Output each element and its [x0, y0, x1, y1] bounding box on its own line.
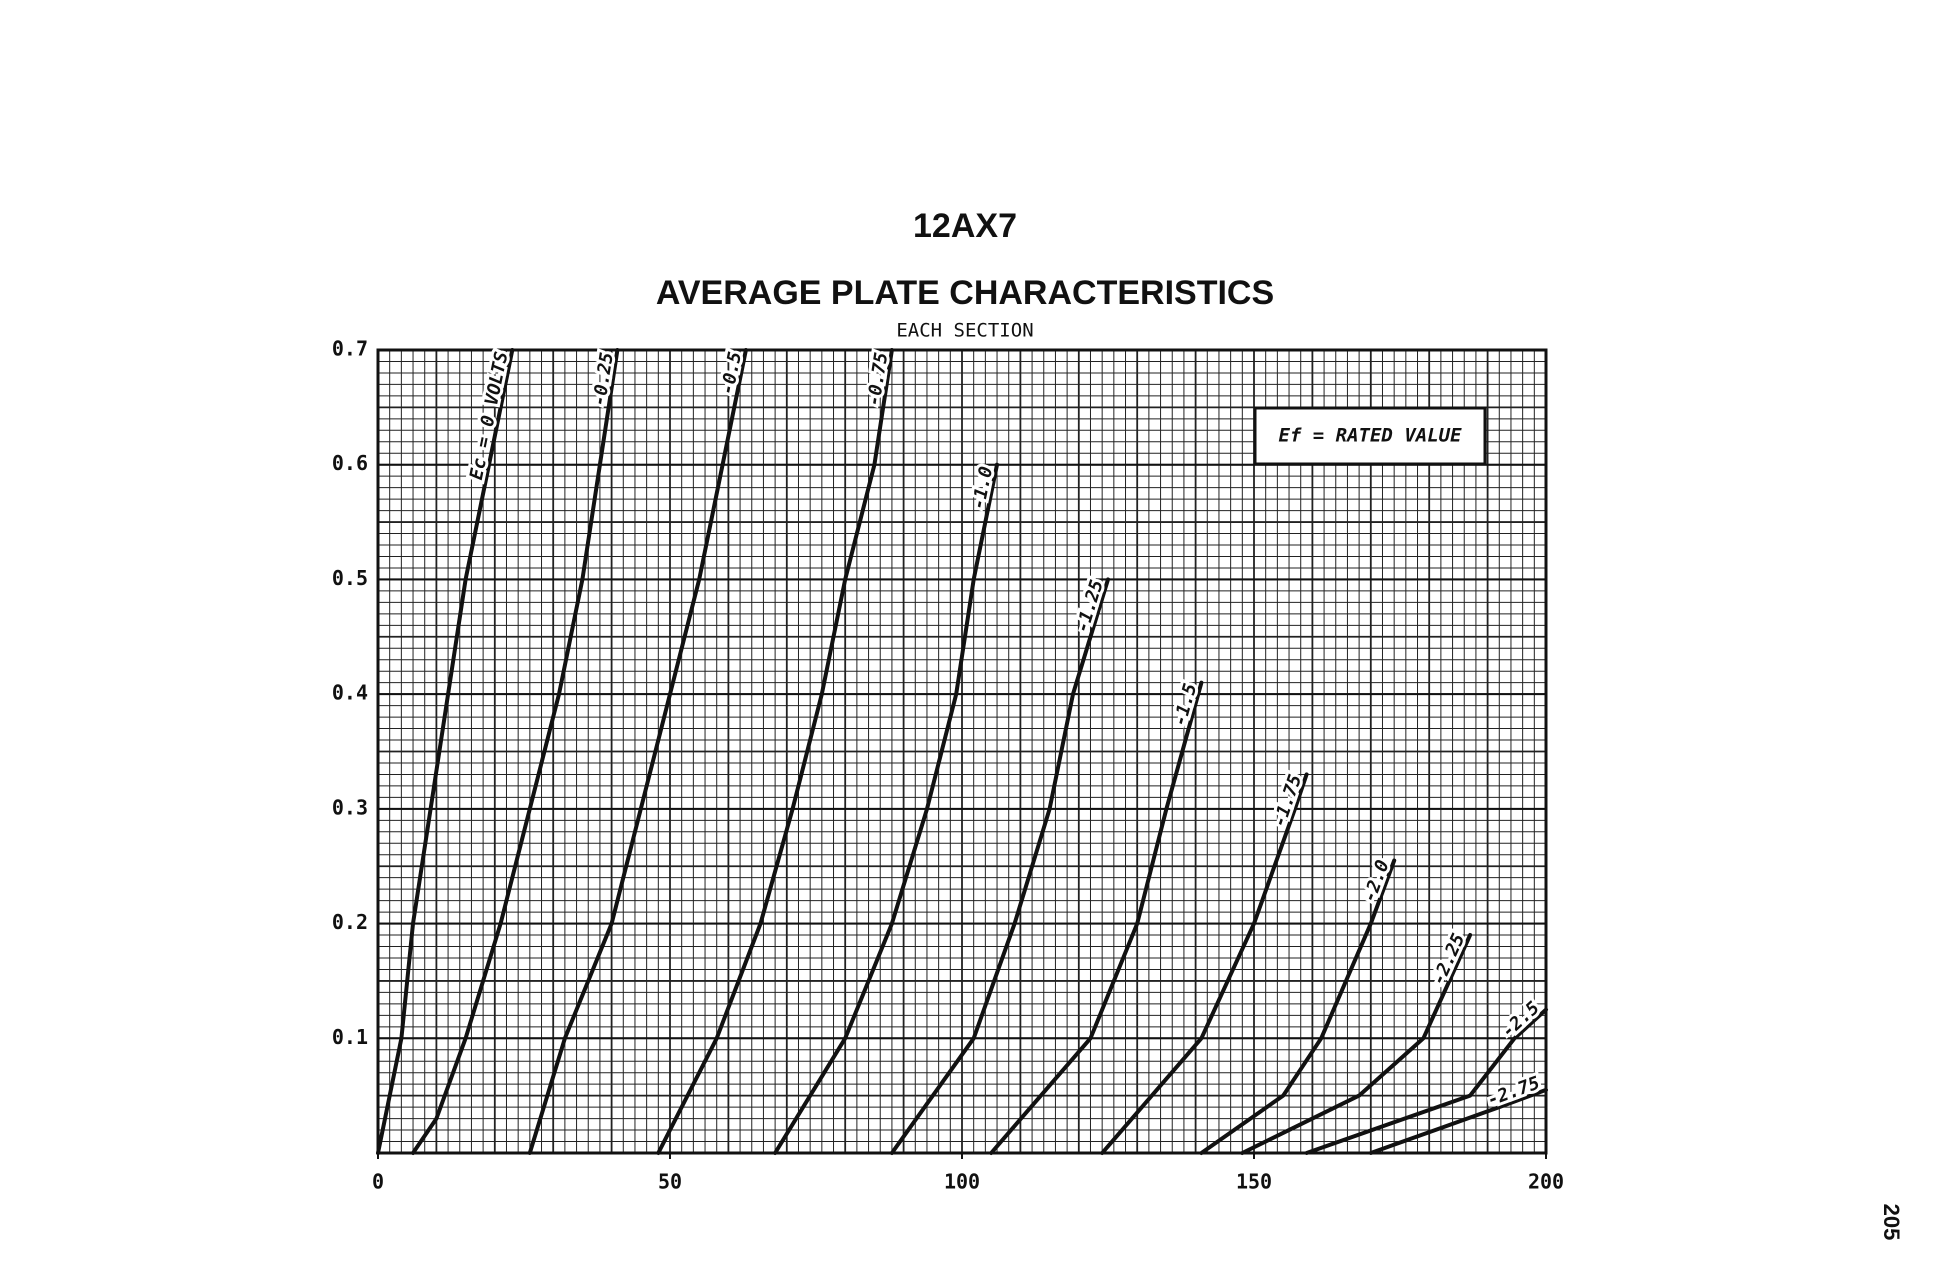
curve: [411, 348, 620, 1155]
curve: [656, 348, 894, 1155]
curve-label: -1.0: [968, 464, 997, 511]
x-tick-label: 100: [944, 1170, 980, 1194]
curve: [773, 462, 999, 1155]
annotation-box: [1253, 406, 1487, 466]
curve: [1304, 1007, 1548, 1155]
curve: [376, 348, 515, 1155]
curve: [889, 577, 1110, 1155]
y-tick-label: 0.1: [332, 1025, 368, 1049]
x-tick-label: 150: [1236, 1170, 1272, 1194]
curve-label: -0.25: [589, 351, 618, 408]
y-tick-label: 0.5: [332, 566, 368, 590]
curve: [1100, 772, 1309, 1155]
chart-subtitle: AVERAGE PLATE CHARACTERISTICS: [656, 274, 1274, 312]
curve: [989, 680, 1204, 1155]
page-number: 205: [1879, 1204, 1904, 1241]
chart-caption: EACH SECTION: [896, 320, 1033, 342]
curve: [1368, 1087, 1548, 1155]
curve-label: -0.75: [863, 351, 892, 408]
x-tick-label: 50: [658, 1170, 682, 1194]
y-tick-label: 0.4: [332, 681, 368, 705]
x-tick-label: 0: [372, 1170, 384, 1194]
x-tick-label: 200: [1528, 1170, 1564, 1194]
curve: [527, 348, 748, 1155]
annotation: Ef = RATED VALUE: [1278, 425, 1462, 447]
curve: [1240, 933, 1473, 1155]
curve-label: Ec = 0 VOLTS: [466, 350, 513, 482]
curve-label: -2.25: [1428, 930, 1470, 988]
y-tick-label: 0.6: [332, 451, 368, 475]
y-tick-label: 0.3: [332, 795, 368, 819]
chart-title: 12AX7: [913, 207, 1017, 245]
y-tick-label: 0.7: [332, 337, 368, 361]
y-tick-label: 0.2: [332, 910, 368, 934]
curve-label: -0.5: [717, 350, 746, 397]
curve: [1199, 858, 1397, 1155]
